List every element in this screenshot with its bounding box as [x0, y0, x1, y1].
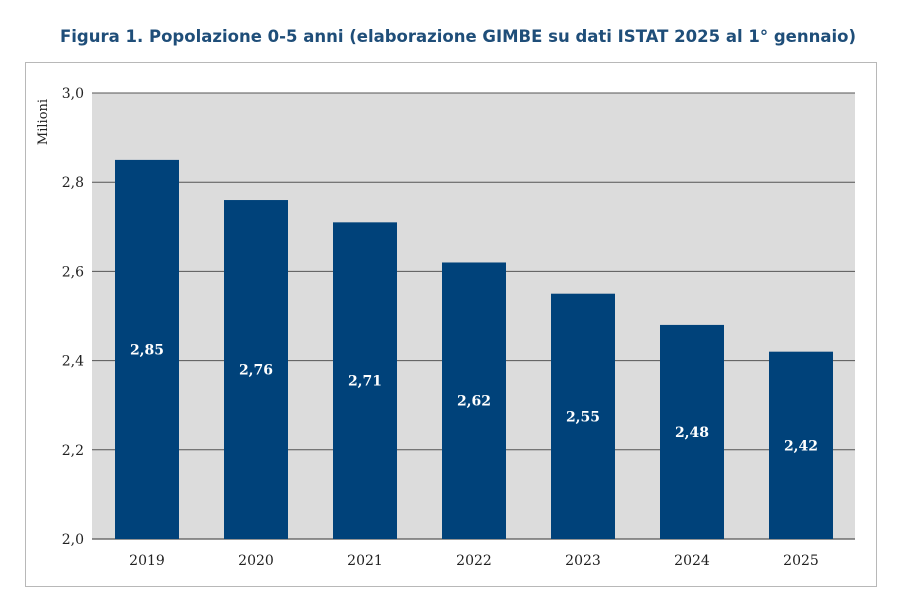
bar-2021: [333, 222, 397, 539]
bar-value-label: 2,55: [566, 409, 600, 425]
x-tick-label: 2021: [347, 553, 383, 569]
y-tick-label: 2,8: [62, 175, 84, 191]
bar-value-label: 2,76: [239, 363, 273, 379]
bar-2022: [442, 262, 506, 539]
x-axis-ticks: 2019 2020 2021 2022 2023 2024 2025: [129, 553, 819, 569]
bar-value-label: 2,48: [675, 425, 709, 441]
x-tick-label: 2022: [456, 553, 492, 569]
bar-2025: [769, 351, 833, 539]
y-tick-label: 2,0: [62, 532, 84, 548]
y-tick-label: 2,6: [62, 264, 84, 280]
bar-value-label: 2,71: [348, 374, 382, 390]
bar-value-label: 2,62: [457, 394, 491, 410]
chart-title: Figura 1. Popolazione 0-5 anni (elaboraz…: [60, 27, 856, 46]
x-tick-label: 2020: [238, 553, 274, 569]
bar-2023: [551, 293, 615, 539]
bar-value-label: 2,85: [130, 342, 164, 358]
y-axis-ticks: 2,0 2,2 2,4 2,6 2,8 3,0: [62, 86, 84, 548]
y-axis-title: Milioni: [36, 99, 51, 145]
bar-2019: [115, 159, 179, 539]
x-tick-label: 2025: [783, 553, 819, 569]
y-tick-label: 3,0: [62, 86, 84, 102]
bar-value-label: 2,42: [784, 438, 818, 454]
x-tick-label: 2024: [674, 553, 710, 569]
bar-2024: [660, 324, 724, 539]
x-tick-label: 2019: [129, 553, 165, 569]
y-tick-label: 2,2: [62, 443, 84, 459]
bars: 2,85 2,76 2,71 2,62 2,55 2,48 2,42: [115, 159, 833, 540]
y-tick-label: 2,4: [62, 354, 84, 370]
x-tick-label: 2023: [565, 553, 601, 569]
bar-2020: [224, 200, 288, 540]
